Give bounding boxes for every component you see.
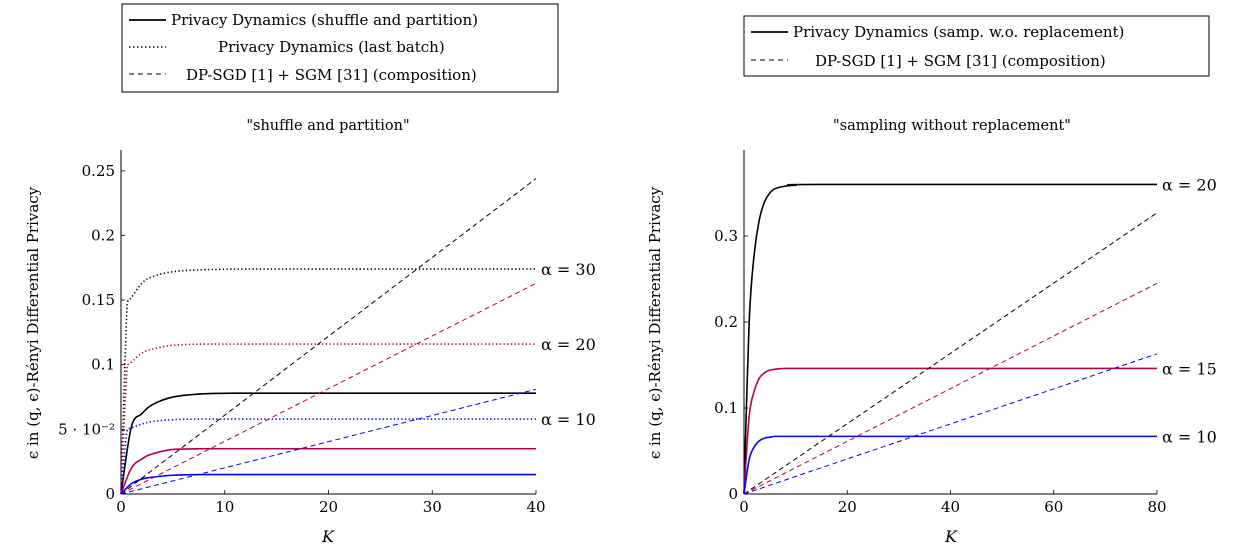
- y-tick-label: 5 · 10⁻²: [58, 420, 115, 438]
- x-tick-label: 30: [423, 498, 442, 516]
- left-curve-labels: α = 30 α = 20 α = 10: [541, 260, 596, 429]
- legend-left-entry-dashed: DP-SGD [1] + SGM [31] (composition): [186, 66, 477, 84]
- x-axis-label-left: K: [321, 527, 335, 546]
- x-tick-label: 10: [215, 498, 234, 516]
- x-tick-label: 20: [838, 498, 857, 516]
- left-series: [120, 178, 537, 495]
- legend-left-entry-dotted: Privacy Dynamics (last batch): [218, 38, 445, 56]
- x-tick-label: 60: [1044, 498, 1063, 516]
- y-axis-label-right: ϵ in (q, ϵ)-Rényi Differential Privacy: [646, 186, 664, 459]
- series-dotted-blue: [120, 418, 536, 495]
- series-dashed-black: [743, 212, 1158, 495]
- y-axis-label-left: ϵ in (q, ϵ)-Rényi Differential Privacy: [24, 186, 42, 459]
- legend-right-entry-solid: Privacy Dynamics (samp. w.o. replacement…: [793, 23, 1124, 41]
- plot-right: 0 20 40 60 80 0 0.1 0.2 0.3 α = 20 α = 15 α = 10 K…: [646, 150, 1217, 546]
- y-tick-label: 0.2: [714, 313, 738, 331]
- x-tick-label: 20: [319, 498, 338, 516]
- x-tick-label: 40: [941, 498, 960, 516]
- series-dotted-purple: [120, 343, 536, 495]
- series-solid-black: [743, 183, 1157, 495]
- curve-label: α = 15: [1162, 359, 1217, 378]
- curve-label: α = 10: [1162, 427, 1217, 446]
- x-axis-label-right: K: [944, 527, 958, 546]
- legend-right: Privacy Dynamics (samp. w.o. replacement…: [743, 15, 1210, 77]
- x-tick-label: 80: [1147, 498, 1166, 516]
- series-solid-black: [120, 392, 536, 495]
- y-tick-label: 0.3: [714, 227, 738, 245]
- series-dotted-black: [120, 268, 536, 495]
- curve-label: α = 10: [541, 410, 596, 429]
- series-dashed-purple: [120, 282, 537, 495]
- series-dashed-blue: [743, 353, 1158, 495]
- legend-left-entry-solid: Privacy Dynamics (shuffle and partition): [171, 11, 478, 29]
- right-series: [743, 183, 1158, 495]
- x-tick-label: 40: [526, 498, 545, 516]
- x-tick-label: 0: [116, 498, 126, 516]
- y-tick-label: 0.1: [91, 356, 115, 374]
- series-solid-blue: [743, 435, 1157, 495]
- legend-left-box: [121, 3, 559, 93]
- y-tick-label: 0.15: [82, 291, 115, 309]
- series-dashed-black: [120, 178, 537, 495]
- series-dashed-blue: [120, 388, 537, 495]
- y-tick-label: 0.1: [714, 399, 738, 417]
- curve-label: α = 30: [541, 260, 596, 279]
- series-solid-blue: [120, 473, 536, 495]
- y-tick-label: 0: [728, 485, 738, 503]
- legend-right-box: [743, 15, 1210, 77]
- series-solid-purple: [743, 367, 1157, 495]
- left-ticks: 0 10 20 30 40 0 5 · 10⁻² 0.1 0.15 0.2 0.25: [58, 162, 545, 516]
- series-solid-purple: [120, 447, 536, 495]
- chart-left-title: "shuffle and partition": [246, 118, 409, 134]
- curve-label: α = 20: [1162, 175, 1217, 194]
- y-tick-label: 0.25: [82, 162, 115, 180]
- right-ticks: 0 20 40 60 80 0 0.1 0.2 0.3: [714, 227, 1166, 516]
- series-dashed-purple: [743, 282, 1158, 495]
- curve-label: α = 20: [541, 335, 596, 354]
- x-tick-label: 0: [739, 498, 749, 516]
- right-curve-labels: α = 20 α = 15 α = 10: [1162, 175, 1217, 446]
- chart-right-title: "sampling without replacement": [833, 118, 1071, 134]
- y-tick-label: 0.2: [91, 226, 115, 244]
- legend-left: Privacy Dynamics (shuffle and partition)…: [121, 3, 559, 93]
- legend-right-entry-dashed: DP-SGD [1] + SGM [31] (composition): [815, 52, 1106, 70]
- y-tick-label: 0: [105, 485, 115, 503]
